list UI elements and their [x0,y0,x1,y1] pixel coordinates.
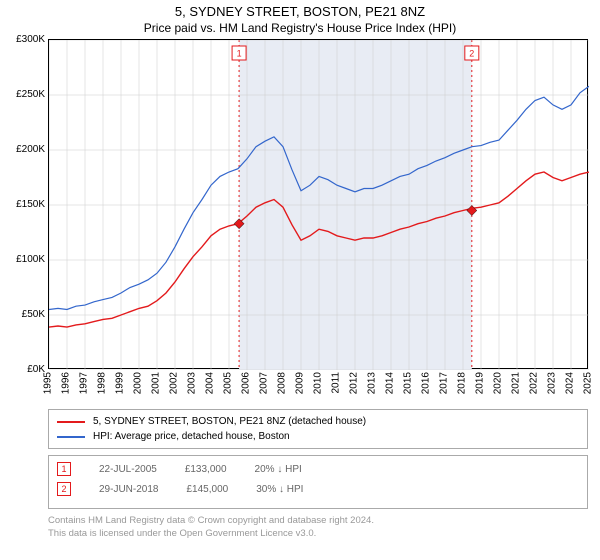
x-axis-label: 1995 [43,372,54,394]
x-axis-label: 2010 [313,372,324,394]
footer-line: Contains HM Land Registry data © Crown c… [48,515,588,528]
sale-price: £133,000 [185,464,227,475]
legend-item: 5, SYDNEY STREET, BOSTON, PE21 8NZ (deta… [57,414,579,429]
sale-price: £145,000 [186,484,228,495]
legend: 5, SYDNEY STREET, BOSTON, PE21 8NZ (deta… [48,409,588,449]
legend-label: 5, SYDNEY STREET, BOSTON, PE21 8NZ (deta… [93,414,366,429]
x-axis-label: 2025 [583,372,594,394]
y-axis-label: £100K [16,255,45,265]
x-axis-label: 2018 [457,372,468,394]
chart-svg: 12 [49,40,589,370]
x-axis-label: 2003 [187,372,198,394]
y-axis-label: £150K [16,200,45,210]
sales-table: 1 22-JUL-2005 £133,000 20% ↓ HPI 2 29-JU… [48,455,588,509]
page-title: 5, SYDNEY STREET, BOSTON, PE21 8NZ [0,4,600,19]
x-axis-label: 2023 [547,372,558,394]
x-axis-label: 2011 [331,372,342,394]
legend-label: HPI: Average price, detached house, Bost… [93,429,290,444]
x-axis-label: 1998 [97,372,108,394]
x-axis-label: 2020 [493,372,504,394]
sale-marker-icon: 1 [57,462,71,476]
sale-date: 29-JUN-2018 [99,484,158,495]
x-axis-label: 2007 [259,372,270,394]
legend-swatch [57,436,85,438]
x-axis-label: 2004 [205,372,216,394]
svg-text:1: 1 [237,49,242,59]
legend-item: HPI: Average price, detached house, Bost… [57,429,579,444]
x-axis-label: 2013 [367,372,378,394]
x-axis-label: 2016 [421,372,432,394]
x-axis-label: 2015 [403,372,414,394]
y-axis-label: £250K [16,90,45,100]
x-axis-label: 2021 [511,372,522,394]
x-axis-label: 2022 [529,372,540,394]
y-axis-label: £300K [16,35,45,45]
x-axis-label: 2012 [349,372,360,394]
chart-area: £0K£50K£100K£150K£200K£250K£300K 12 [48,39,588,369]
sale-row: 1 22-JUL-2005 £133,000 20% ↓ HPI [57,462,579,476]
x-axis-label: 2000 [133,372,144,394]
sale-row: 2 29-JUN-2018 £145,000 30% ↓ HPI [57,482,579,496]
footer-line: This data is licensed under the Open Gov… [48,528,588,541]
footer: Contains HM Land Registry data © Crown c… [48,515,588,541]
x-axis-label: 1997 [79,372,90,394]
x-axis-label: 2002 [169,372,180,394]
sale-diff: 30% ↓ HPI [256,484,303,495]
x-axis-label: 2001 [151,372,162,394]
legend-swatch [57,421,85,423]
x-axis-label: 2006 [241,372,252,394]
x-axis-label: 2005 [223,372,234,394]
x-axis-label: 2014 [385,372,396,394]
sale-diff: 20% ↓ HPI [255,464,302,475]
page-subtitle: Price paid vs. HM Land Registry's House … [0,21,600,35]
y-axis-label: £200K [16,145,45,155]
x-axis-label: 2024 [565,372,576,394]
sale-marker-icon: 2 [57,482,71,496]
x-axis-label: 2009 [295,372,306,394]
sale-date: 22-JUL-2005 [99,464,157,475]
x-axis-label: 2008 [277,372,288,394]
x-axis-label: 2019 [475,372,486,394]
x-axis-label: 2017 [439,372,450,394]
x-axis-label: 1999 [115,372,126,394]
x-axis-label: 1996 [61,372,72,394]
y-axis-label: £50K [22,310,45,320]
svg-text:2: 2 [469,49,474,59]
x-axis: 1995199619971998199920002001200220032004… [48,369,588,409]
